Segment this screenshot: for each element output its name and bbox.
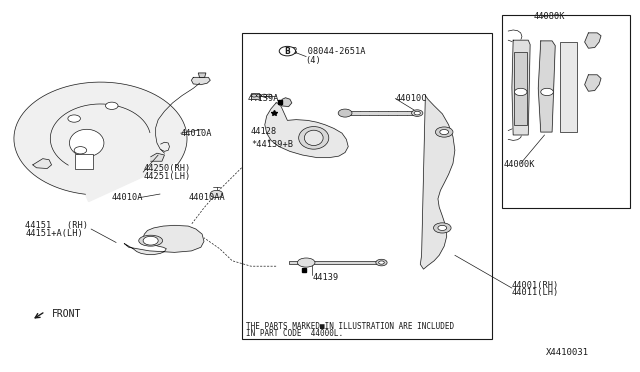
Text: 44139: 44139 bbox=[312, 273, 339, 282]
Text: 44000K: 44000K bbox=[504, 160, 535, 169]
Text: 44001(RH): 44001(RH) bbox=[512, 280, 559, 290]
Polygon shape bbox=[150, 153, 164, 161]
Text: 44010C: 44010C bbox=[396, 94, 427, 103]
Bar bbox=[345, 111, 419, 115]
Circle shape bbox=[435, 127, 453, 137]
Text: FRONT: FRONT bbox=[52, 310, 81, 319]
Text: 44010AA: 44010AA bbox=[188, 193, 225, 202]
Circle shape bbox=[106, 102, 118, 109]
Polygon shape bbox=[280, 98, 292, 106]
Text: 44151+A(LH): 44151+A(LH) bbox=[25, 229, 83, 238]
Polygon shape bbox=[265, 103, 348, 158]
Bar bbox=[76, 154, 93, 169]
Circle shape bbox=[68, 115, 81, 122]
Polygon shape bbox=[33, 159, 52, 169]
Polygon shape bbox=[512, 40, 530, 135]
Circle shape bbox=[541, 88, 554, 96]
Bar bbox=[242, 33, 493, 339]
Text: *44139+B: *44139+B bbox=[251, 140, 293, 148]
Ellipse shape bbox=[376, 259, 387, 266]
Text: 44128: 44128 bbox=[251, 127, 277, 136]
Text: IN PART CODE  44000L.: IN PART CODE 44000L. bbox=[246, 329, 343, 338]
Text: 44080K: 44080K bbox=[533, 12, 564, 21]
Bar bbox=[289, 261, 381, 264]
Circle shape bbox=[74, 147, 86, 154]
Circle shape bbox=[433, 223, 451, 233]
Circle shape bbox=[279, 46, 296, 56]
Circle shape bbox=[440, 129, 449, 135]
Text: 44250(RH): 44250(RH) bbox=[143, 164, 190, 173]
Circle shape bbox=[515, 88, 527, 96]
Bar bbox=[502, 15, 630, 208]
Ellipse shape bbox=[338, 109, 352, 117]
Polygon shape bbox=[585, 33, 601, 48]
Ellipse shape bbox=[69, 129, 104, 157]
Circle shape bbox=[438, 225, 447, 231]
Ellipse shape bbox=[139, 235, 163, 246]
Polygon shape bbox=[191, 77, 211, 85]
Polygon shape bbox=[198, 73, 206, 77]
Text: (4): (4) bbox=[305, 56, 321, 65]
Text: 44010A: 44010A bbox=[180, 129, 212, 138]
Text: 44011(LH): 44011(LH) bbox=[512, 288, 559, 297]
Bar bbox=[515, 52, 527, 125]
Circle shape bbox=[143, 236, 158, 245]
Ellipse shape bbox=[412, 110, 423, 116]
Text: X4410031: X4410031 bbox=[546, 349, 589, 357]
Polygon shape bbox=[14, 82, 187, 202]
Ellipse shape bbox=[305, 130, 323, 145]
Bar bbox=[251, 93, 259, 99]
Polygon shape bbox=[124, 225, 204, 254]
Polygon shape bbox=[538, 41, 556, 132]
Polygon shape bbox=[420, 96, 455, 269]
Text: 44151   (RH): 44151 (RH) bbox=[25, 221, 88, 230]
Ellipse shape bbox=[298, 258, 315, 267]
Ellipse shape bbox=[379, 261, 384, 264]
Text: B: B bbox=[285, 46, 291, 55]
Text: 44010A: 44010A bbox=[112, 193, 143, 202]
Polygon shape bbox=[585, 75, 601, 91]
Bar bbox=[559, 42, 577, 132]
Text: 44251(LH): 44251(LH) bbox=[143, 172, 190, 182]
Text: B  08044-2651A: B 08044-2651A bbox=[292, 46, 365, 55]
Text: THE PARTS MARKED■IN ILLUSTRATION ARE INCLUDED: THE PARTS MARKED■IN ILLUSTRATION ARE INC… bbox=[246, 322, 454, 331]
Ellipse shape bbox=[299, 126, 329, 149]
Circle shape bbox=[210, 190, 223, 198]
Text: 44139A: 44139A bbox=[248, 94, 280, 103]
Ellipse shape bbox=[414, 111, 420, 115]
